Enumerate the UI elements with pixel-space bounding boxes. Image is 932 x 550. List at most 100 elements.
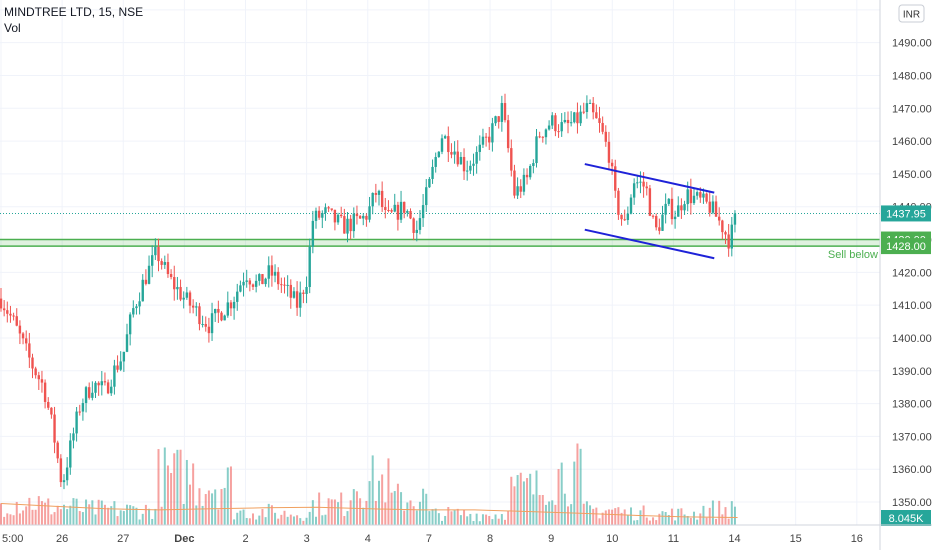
sell-below-label: Sell below — [828, 249, 878, 261]
volume-bar — [12, 515, 15, 525]
volume-bar — [702, 505, 705, 525]
candle-body — [488, 136, 491, 143]
volume-bar — [37, 496, 40, 525]
candle-body — [25, 338, 28, 344]
candle-body — [12, 315, 15, 317]
candle — [119, 351, 122, 372]
candle-body — [6, 310, 9, 314]
candle — [604, 125, 607, 147]
volume-bar — [497, 518, 500, 525]
volume-bar — [343, 516, 346, 525]
candle — [72, 427, 75, 449]
candle-body — [551, 115, 554, 126]
volume-bar — [311, 500, 314, 525]
candle — [525, 168, 529, 185]
candle-body — [321, 212, 324, 218]
candle-body — [299, 292, 302, 308]
candle-body — [626, 213, 630, 221]
volume-bar — [207, 490, 210, 525]
candle-body — [469, 165, 472, 171]
time-tick-label: 16 — [851, 533, 863, 545]
volume-bar — [365, 500, 368, 525]
volume-bar — [107, 507, 110, 525]
candle — [535, 128, 538, 168]
candle — [81, 398, 85, 421]
volume-bar — [173, 453, 176, 525]
candle-body — [53, 414, 56, 443]
candle-body — [226, 302, 229, 316]
candle-body — [75, 411, 78, 434]
currency-button[interactable] — [898, 4, 925, 23]
candle — [157, 238, 160, 272]
candle — [88, 382, 91, 400]
volume-bar — [453, 510, 456, 525]
candle-body — [636, 182, 639, 184]
candle-body — [88, 387, 91, 398]
candle — [484, 132, 488, 147]
candle-body — [714, 201, 718, 217]
volume-bar — [563, 493, 566, 525]
candle-body — [69, 440, 72, 468]
volume-bar — [620, 512, 623, 525]
candle — [125, 323, 129, 353]
volume-bar — [242, 509, 245, 525]
volume-bar — [655, 520, 658, 525]
candle-body — [78, 411, 81, 413]
candle-body — [670, 198, 674, 220]
volume-bar — [330, 499, 333, 525]
candle-body — [308, 246, 311, 287]
candle-body — [443, 136, 447, 139]
candle-body — [393, 204, 396, 212]
volume-bar — [258, 515, 261, 525]
candle-body — [232, 301, 236, 309]
candle-body — [403, 201, 406, 213]
volume-bar — [481, 514, 484, 525]
volume-legend: Vol — [4, 21, 21, 35]
candle-body — [582, 111, 585, 113]
candle-body — [324, 207, 327, 213]
volume-bar — [519, 472, 522, 525]
candle — [160, 258, 163, 270]
volume-bar — [500, 514, 503, 525]
candle — [43, 379, 47, 409]
candle-body — [614, 166, 617, 191]
candle — [437, 151, 441, 158]
volume-bar — [198, 488, 201, 525]
candle — [220, 311, 223, 322]
candle — [522, 168, 526, 196]
volume-bar — [415, 510, 418, 525]
candle — [705, 192, 708, 204]
candle — [623, 209, 626, 221]
candle — [314, 207, 318, 229]
candle — [286, 275, 289, 297]
candle — [658, 218, 661, 235]
candle — [601, 116, 604, 135]
volume-bar — [494, 514, 497, 525]
candle-body — [160, 261, 163, 265]
volume-bar — [28, 497, 31, 525]
candle-body — [440, 138, 444, 152]
volume-bar — [9, 514, 12, 525]
candle-body — [456, 151, 459, 165]
candle-body — [651, 215, 655, 217]
volume-bar — [286, 516, 289, 525]
candle-body — [264, 278, 267, 285]
candle-body — [122, 351, 126, 362]
volume-bar — [3, 516, 6, 525]
volume-bar — [526, 478, 529, 525]
candle-body — [601, 122, 604, 132]
candle-body — [541, 136, 544, 138]
candle — [295, 281, 299, 316]
volume-bar — [396, 483, 399, 525]
candle-body — [699, 192, 702, 198]
volume-bar — [437, 513, 440, 525]
candle-body — [147, 265, 151, 284]
candle-body — [588, 102, 592, 104]
candle — [232, 296, 236, 320]
candle — [708, 192, 711, 217]
candle — [236, 283, 239, 311]
candle-body — [119, 361, 122, 370]
volume-bar — [122, 511, 125, 525]
volume-bar — [154, 508, 157, 525]
